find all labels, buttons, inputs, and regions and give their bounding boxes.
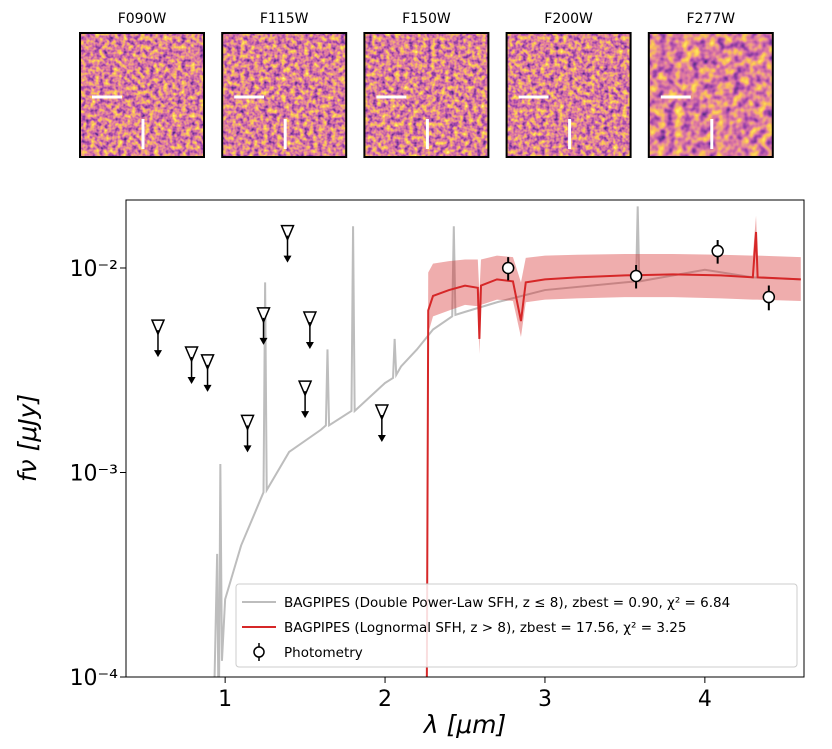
cutout-label: F090W <box>118 11 167 27</box>
cutout-frame <box>363 32 490 158</box>
photometry-point <box>501 261 515 275</box>
upper-limit <box>280 224 295 263</box>
cutout-label: F277W <box>686 11 735 27</box>
x-tick-label: 3 <box>538 687 552 712</box>
y-tick-label: 10⁻⁴ <box>70 666 119 691</box>
upper-limit <box>302 311 318 350</box>
upper-limit <box>150 319 166 358</box>
upper-limit <box>240 414 255 453</box>
upper-limit <box>374 404 389 443</box>
upper-limit-triangle <box>256 307 271 324</box>
upper-limit-arrow <box>259 337 268 345</box>
upper-limit-arrow <box>203 384 212 392</box>
cutout-label: F150W <box>402 11 451 27</box>
overlay: 1 2 3 4 10⁻⁴ 10⁻³ 10⁻² BAGPIPES (Double Power-L… <box>70 257 798 712</box>
legend-label: Photometry <box>284 645 363 661</box>
plot <box>150 206 801 677</box>
upper-limit <box>184 346 199 385</box>
x-tick-label: 4 <box>698 687 712 712</box>
legend-box <box>235 583 798 668</box>
legend-label: BAGPIPES (Lognormal SFH, z > 8), zbest =… <box>284 620 686 636</box>
upper-limit-triangle <box>297 380 313 398</box>
cutout-frame <box>505 32 632 158</box>
upper-limit-triangle <box>200 354 215 371</box>
x-tick-label: 1 <box>218 687 232 712</box>
upper-limit-arrow <box>283 255 292 263</box>
upper-limit-arrow <box>153 350 162 358</box>
upper-limit-triangle <box>280 224 295 242</box>
y-tick-label: 10⁻² <box>70 257 118 282</box>
cutout-label: F115W <box>260 11 309 27</box>
legend-swatch <box>253 646 265 658</box>
cutouts: F090W F115W F150W F200W F277W <box>79 11 774 158</box>
upper-limit <box>297 380 313 419</box>
axes-frame <box>125 199 805 678</box>
model-line <box>425 231 801 677</box>
upper-limit-arrow <box>377 435 386 443</box>
upper-limit-arrow <box>305 342 314 350</box>
upper-limit-triangle <box>302 311 318 328</box>
upper-limit <box>200 354 215 392</box>
y-tick-label: 10⁻³ <box>70 461 118 486</box>
x-tick-label: 2 <box>378 687 392 712</box>
cutout-label: F200W <box>544 11 593 27</box>
x-axis-label: λ [μm] <box>422 710 507 739</box>
legend-label: BAGPIPES (Double Power-Law SFH, z ≤ 8), … <box>284 595 730 611</box>
upper-limit-triangle <box>184 346 199 363</box>
upper-limit-triangle <box>150 319 166 336</box>
photometry-point <box>762 290 776 304</box>
upper-limit-arrow <box>301 411 310 419</box>
upper-limit-triangle <box>374 404 389 421</box>
cutout-frame <box>221 32 348 158</box>
upper-limit-arrow <box>243 445 252 453</box>
model-band <box>426 215 801 677</box>
photometry-point <box>629 269 643 283</box>
photometry-point <box>711 244 724 258</box>
upper-limit-triangle <box>240 414 255 432</box>
cutout-frame <box>79 32 205 158</box>
upper-limit-arrow <box>187 377 196 385</box>
model-line <box>213 206 801 677</box>
y-axis-label: fν [μJy] <box>13 394 42 482</box>
cutout-frame <box>647 32 774 158</box>
upper-limit <box>256 307 271 345</box>
